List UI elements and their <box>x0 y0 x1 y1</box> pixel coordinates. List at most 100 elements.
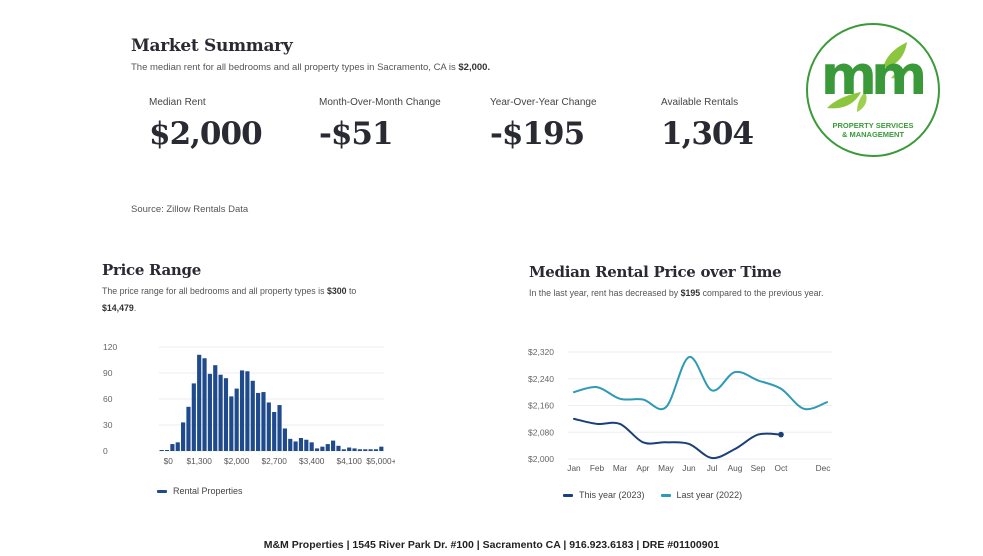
leaf-icon <box>827 92 861 109</box>
histogram-bar <box>314 448 320 451</box>
x-tick-label: Aug <box>728 463 743 473</box>
y-tick-label: 120 <box>103 342 117 352</box>
histogram-bar <box>304 439 309 451</box>
histogram-bar <box>197 354 202 451</box>
histogram-bar <box>357 449 362 451</box>
metric-label: Year-Over-Year Change <box>490 97 597 108</box>
x-tick-label: $2,700 <box>261 456 287 466</box>
x-tick-label: Jan <box>567 463 581 473</box>
x-tick-label: May <box>658 463 675 473</box>
leaf-icon <box>857 92 867 112</box>
price-desc-text: to <box>346 286 357 296</box>
y-tick-label: 0 <box>103 446 108 456</box>
legend-label: Rental Properties <box>173 486 243 496</box>
histogram-bar <box>207 373 212 451</box>
x-tick-label: Jul <box>707 463 718 473</box>
price-high: $14,479 <box>102 303 134 313</box>
legend-label: Last year (2022) <box>676 490 743 500</box>
histogram-bar <box>293 441 298 451</box>
price-desc-text: The price range for all bedrooms and all… <box>102 286 327 296</box>
histogram-bar <box>320 446 325 451</box>
histogram-bar <box>261 392 266 451</box>
leaf-icon <box>883 42 907 68</box>
x-tick-label: Apr <box>637 463 650 473</box>
histogram-bar <box>336 445 341 451</box>
metric-month-over-month: Month-Over-Month Change -$51 <box>319 97 441 152</box>
y-tick-label: 60 <box>103 394 113 404</box>
histogram-bar <box>368 449 373 451</box>
line-chart-legend: This year (2023) Last year (2022) <box>563 490 752 500</box>
histogram-bar <box>288 438 293 451</box>
legend-item-last-year: Last year (2022) <box>660 490 743 500</box>
y-tick-label: $2,160 <box>528 401 554 411</box>
x-tick-label: $0 <box>164 456 174 466</box>
time-desc-text: In the last year, rent has decreased by <box>529 288 681 298</box>
time-desc-text: compared to the previous year. <box>700 288 824 298</box>
histogram-bar <box>325 444 330 451</box>
median-over-time-description: In the last year, rent has decreased by … <box>529 285 829 301</box>
y-tick-label: $2,240 <box>528 374 554 384</box>
logo-line-2: & MANAGEMENT <box>842 130 904 139</box>
histogram-bar <box>245 371 250 451</box>
histogram-bar <box>186 406 191 451</box>
series-line-last-year <box>573 356 828 411</box>
metric-available-rentals: Available Rentals 1,304 <box>661 97 754 152</box>
histogram-bar <box>213 365 218 451</box>
logo-line-1: PROPERTY SERVICES <box>833 121 914 130</box>
metric-value: -$51 <box>319 116 394 152</box>
price-range-title: Price Range <box>102 261 201 279</box>
histogram-bar <box>191 383 196 451</box>
x-tick-label: Jun <box>682 463 696 473</box>
histogram-bar <box>234 388 239 451</box>
footer-contact-info: M&M Properties | 1545 River Park Dr. #10… <box>263 539 720 551</box>
histogram-bar <box>272 412 277 451</box>
histogram-bar <box>202 358 207 451</box>
x-tick-label: $1,300 <box>186 456 212 466</box>
x-tick-label: Mar <box>613 463 628 473</box>
time-desc-value: $195 <box>680 288 701 298</box>
histogram-bar <box>352 448 357 451</box>
legend-swatch-rental-properties <box>157 489 167 493</box>
price-desc-text: . <box>133 303 137 313</box>
metric-label: Median Rent <box>149 97 206 108</box>
histogram-bar <box>181 422 186 451</box>
leaf-icon <box>891 66 911 79</box>
histogram-bar <box>256 392 261 451</box>
price-low: $300 <box>326 286 347 296</box>
histogram-bar <box>239 370 245 451</box>
summary-desc-value: $2,000. <box>458 62 491 73</box>
histogram-bar <box>331 440 336 451</box>
metric-year-over-year: Year-Over-Year Change -$195 <box>490 97 597 152</box>
x-tick-label: Oct <box>775 463 789 473</box>
legend-item-this-year: This year (2023) <box>563 490 645 500</box>
histogram-bar <box>298 438 304 451</box>
histogram-bar <box>363 449 368 451</box>
metric-value: $2,000 <box>149 116 263 152</box>
histogram-bar <box>175 442 180 451</box>
data-source: Source: Zillow Rentals Data <box>131 204 249 215</box>
histogram-bar <box>282 428 287 451</box>
logo-letters: mm <box>821 44 923 107</box>
metric-value: -$195 <box>490 116 585 152</box>
histogram-bar <box>218 374 223 451</box>
metric-median-rent: Median Rent $2,000 <box>149 97 263 152</box>
legend-swatch-this-year <box>563 493 573 497</box>
market-summary-title: Market Summary <box>131 36 293 56</box>
market-summary-description: The median rent for all bedrooms and all… <box>131 62 490 73</box>
histogram-legend: Rental Properties <box>157 486 243 496</box>
x-tick-label: Feb <box>590 463 605 473</box>
histogram-bar <box>379 446 384 451</box>
metric-label: Month-Over-Month Change <box>319 97 441 108</box>
y-tick-label: 90 <box>103 368 113 378</box>
summary-desc-text: The median rent for all bedrooms and all… <box>131 62 459 73</box>
median-price-line-chart: $2,000 $2,080 $2,160 $2,240 $2,320 Jan Feb Mar… <box>528 347 832 473</box>
company-logo: mm PROPERTY SERVICES & MANAGEMENT <box>806 23 940 157</box>
y-tick-label: $2,080 <box>528 427 554 437</box>
histogram-bar <box>277 405 282 451</box>
histogram-bar <box>164 450 170 451</box>
histogram-bar <box>223 378 229 451</box>
x-tick-label: Sep <box>751 463 766 473</box>
histogram-bar <box>159 450 164 451</box>
histogram-bar <box>170 444 175 451</box>
price-range-description: The price range for all bedrooms and all… <box>102 283 412 317</box>
